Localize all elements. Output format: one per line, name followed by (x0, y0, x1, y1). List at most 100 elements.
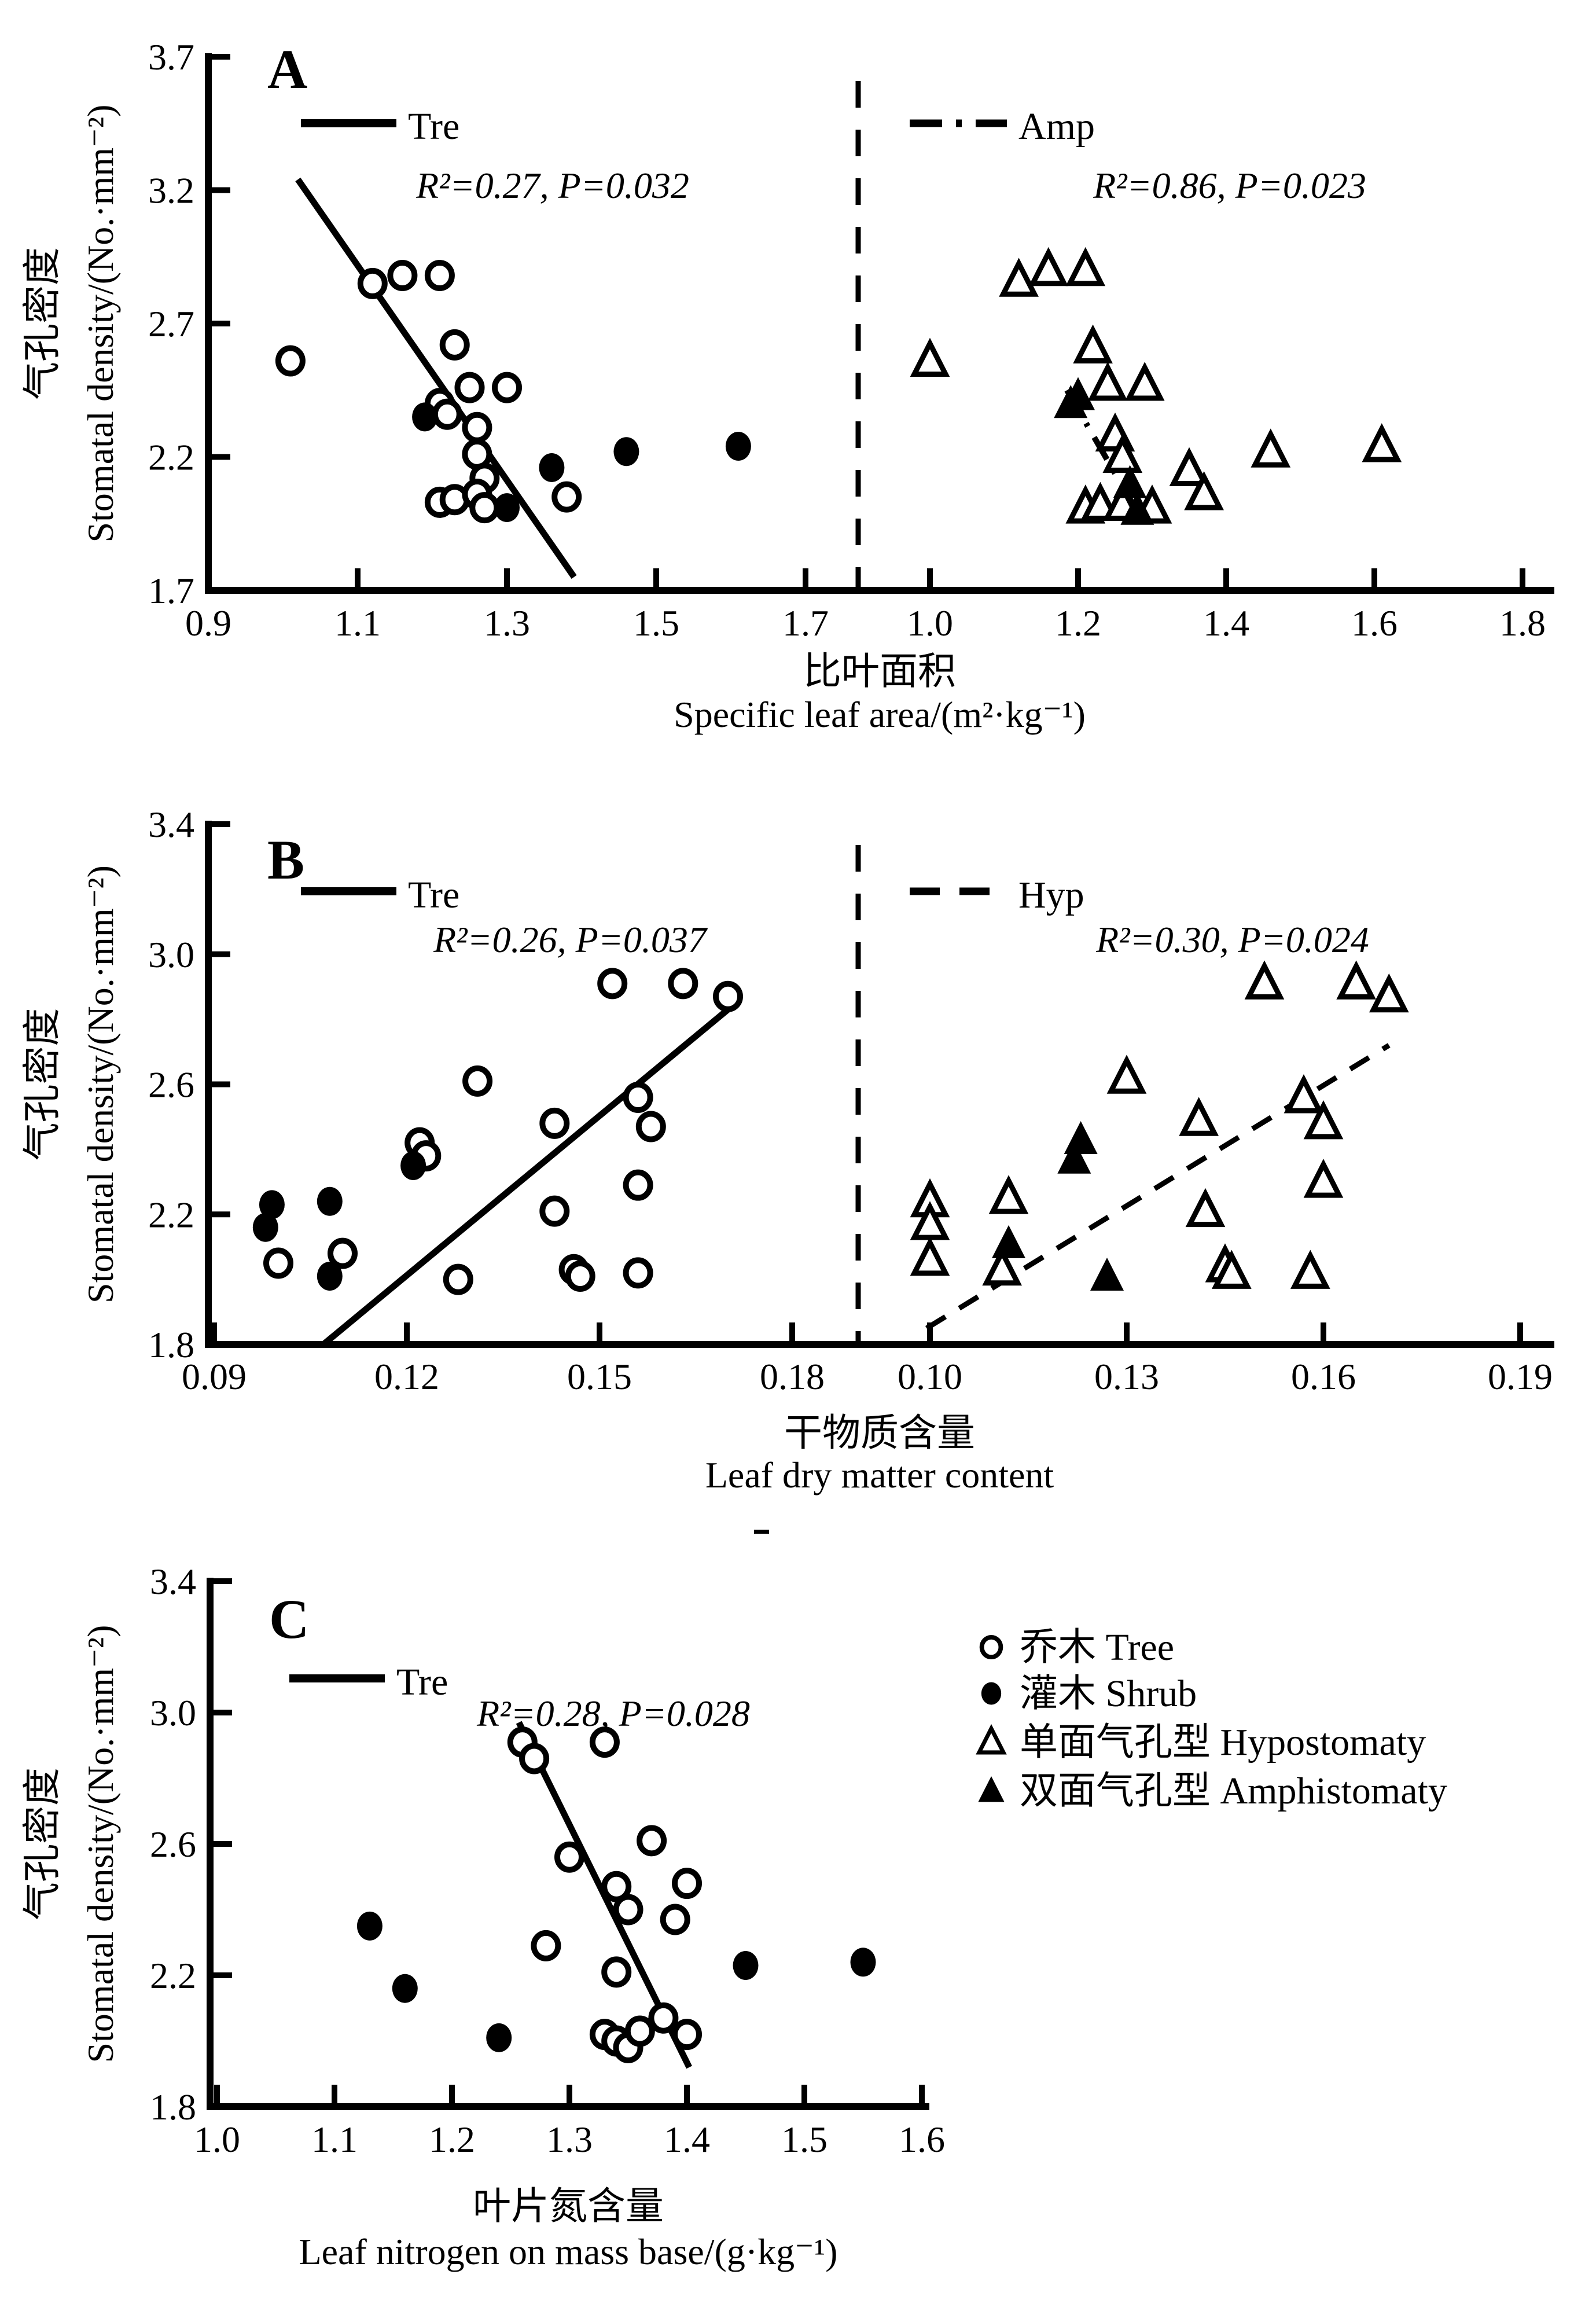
x-tick-label: 1.8 (1499, 602, 1546, 644)
point-shrub (317, 1262, 343, 1291)
x-tick-label: 1.2 (1055, 602, 1101, 644)
stats-annotation: R²=0.26, P=0.037 (433, 919, 708, 960)
x-tick-label: 0.13 (1094, 1356, 1159, 1397)
point-tree (263, 1247, 293, 1279)
x-tick-label: 0.12 (374, 1356, 439, 1397)
x-tick-label: 1.0 (907, 602, 953, 644)
y-axis-label-zh: 气孔密度 (21, 1768, 64, 1920)
point-amphistomaty (1057, 1140, 1091, 1174)
y-tick-label: 2.6 (150, 1824, 196, 1865)
x-axis-label-zh: 比叶面积 (803, 651, 956, 693)
x-tick-label: 0.10 (898, 1356, 962, 1397)
point-amphistomaty (1064, 1121, 1098, 1155)
x-tick-label: 1.7 (782, 602, 829, 644)
point-hypostomaty (910, 337, 950, 377)
legend-label-amp: Amp (1018, 105, 1095, 148)
point-shrub (392, 1974, 418, 2003)
point-tree (539, 1195, 570, 1227)
point-tree (387, 260, 418, 292)
point-hypostomaty (1065, 247, 1106, 286)
point-shrub (400, 1151, 426, 1180)
y-tick-label: 3.0 (148, 934, 194, 975)
point-shrub (252, 1213, 278, 1242)
legend-item-label: 单面气孔型 Hypostomaty (1020, 1721, 1426, 1763)
panel-letter: C (269, 1588, 309, 1650)
point-shrub (850, 1948, 876, 1977)
point-tree (531, 1930, 561, 1961)
panel-letter: B (267, 829, 304, 891)
fit-line-tre (321, 1007, 730, 1347)
point-shrub (259, 1190, 285, 1219)
point-tree (469, 492, 500, 524)
point-hypostomaty (988, 1175, 1029, 1214)
point-shrub (733, 1950, 759, 1980)
y-axis-label-en: Stomatal density/(No.·mm⁻²) (80, 1625, 121, 2063)
point-amphistomaty (1120, 491, 1154, 525)
point-tree (492, 372, 522, 403)
legend-label-tre: Tre (396, 1661, 448, 1703)
point-hypostomaty (1073, 324, 1113, 363)
y-tick-label: 3.2 (148, 170, 194, 211)
legend-marker-filled-triangle (978, 1776, 1005, 1802)
point-hypostomaty (1290, 1250, 1330, 1289)
y-axis-label-zh: 气孔密度 (21, 1008, 64, 1161)
point-hypostomaty (1369, 973, 1409, 1013)
y-tick-label: 2.6 (148, 1064, 194, 1105)
stats-annotation: R²=0.86, P=0.023 (1093, 165, 1366, 206)
point-tree (672, 1868, 702, 1899)
legend-marker-open-circle (979, 1634, 1003, 1660)
point-shrub (486, 2023, 512, 2052)
x-axis-label-en: Leaf nitrogen on mass base/(g·kg⁻¹) (299, 2231, 838, 2272)
point-amphistomaty (1090, 1258, 1124, 1291)
x-tick-label: 0.09 (182, 1356, 247, 1397)
x-tick-label: 1.4 (1203, 602, 1249, 644)
point-tree (624, 2015, 655, 2047)
point-amphistomaty (1113, 465, 1147, 498)
y-tick-label: 2.2 (148, 437, 194, 478)
point-tree (443, 1263, 473, 1295)
x-axis-label-en: Leaf dry matter content (705, 1454, 1054, 1496)
point-hypostomaty (1244, 960, 1285, 1000)
y-axis-label-zh: 气孔密度 (21, 247, 64, 400)
point-shrub (494, 493, 520, 523)
legend-marker-open-triangle (976, 1724, 1007, 1755)
point-tree (589, 1726, 620, 1758)
y-axis-label-en: Stomatal density/(No.·mm⁻²) (80, 865, 121, 1303)
legend-marker-filled-circle (981, 1682, 1002, 1705)
legend-item-label: 双面气孔型 Amphistomaty (1020, 1770, 1447, 1812)
y-tick-label: 2.2 (150, 1955, 196, 1996)
point-hypostomaty (1087, 362, 1128, 401)
y-tick-label: 1.7 (148, 570, 194, 611)
legend-item-label: 灌木 Shrub (1020, 1673, 1197, 1715)
point-tree (623, 1257, 653, 1289)
point-tree (672, 2019, 702, 2051)
point-hypostomaty (999, 258, 1039, 297)
x-axis-label-en: Specific leaf area/(m²·kg⁻¹) (674, 694, 1086, 735)
point-amphistomaty (991, 1225, 1025, 1258)
legend-label-hyp: Hyp (1018, 874, 1084, 916)
point-hypostomaty (1336, 960, 1376, 1000)
x-tick-label: 0.16 (1291, 1356, 1356, 1397)
y-tick-label: 1.8 (148, 1324, 194, 1365)
x-axis-label-zh: 叶片氮含量 (473, 2185, 664, 2228)
point-tree (637, 1825, 667, 1857)
point-tree (601, 1956, 632, 1988)
point-tree (554, 1841, 584, 1873)
y-axis-label-en: Stomatal density/(No.·mm⁻²) (80, 105, 121, 543)
point-tree (462, 1065, 493, 1097)
point-tree (539, 1107, 570, 1139)
point-shrub (317, 1186, 343, 1216)
y-tick-label: 3.7 (148, 36, 194, 78)
point-hypostomaty (1303, 1100, 1344, 1140)
point-tree (424, 260, 455, 292)
point-shrub (412, 402, 438, 432)
x-tick-label: 1.6 (1351, 602, 1398, 644)
point-tree (275, 345, 306, 377)
point-shrub (356, 1911, 383, 1941)
point-tree (565, 1261, 595, 1292)
point-hypostomaty (1184, 471, 1224, 510)
